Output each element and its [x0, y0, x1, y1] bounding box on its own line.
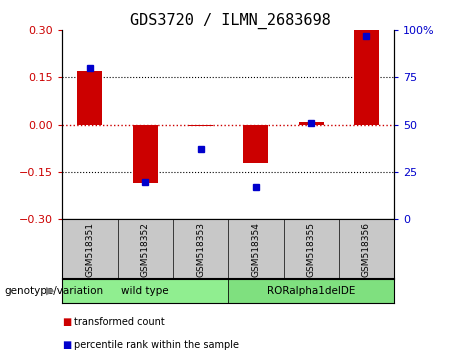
Text: GSM518356: GSM518356 [362, 222, 371, 278]
Text: GSM518353: GSM518353 [196, 222, 205, 278]
Bar [188, 125, 213, 126]
Text: genotype/variation: genotype/variation [5, 286, 104, 296]
Text: GDS3720 / ILMN_2683698: GDS3720 / ILMN_2683698 [130, 12, 331, 29]
Text: GSM518354: GSM518354 [251, 222, 260, 277]
Bar [62, 279, 228, 303]
Text: GSM518352: GSM518352 [141, 222, 150, 277]
Text: transformed count: transformed count [74, 317, 165, 327]
Bar [354, 30, 379, 125]
Bar [243, 125, 268, 162]
Text: GSM518355: GSM518355 [307, 222, 316, 278]
Text: percentile rank within the sample: percentile rank within the sample [74, 340, 239, 350]
Text: GSM518351: GSM518351 [85, 222, 95, 278]
Text: ■: ■ [62, 340, 71, 350]
Bar [299, 122, 324, 125]
Text: ▶: ▶ [47, 286, 55, 296]
Text: RORalpha1delDE: RORalpha1delDE [267, 286, 355, 296]
Bar [77, 71, 102, 125]
Text: wild type: wild type [121, 286, 169, 296]
Bar [228, 279, 394, 303]
Bar [133, 125, 158, 183]
Text: ■: ■ [62, 317, 71, 327]
